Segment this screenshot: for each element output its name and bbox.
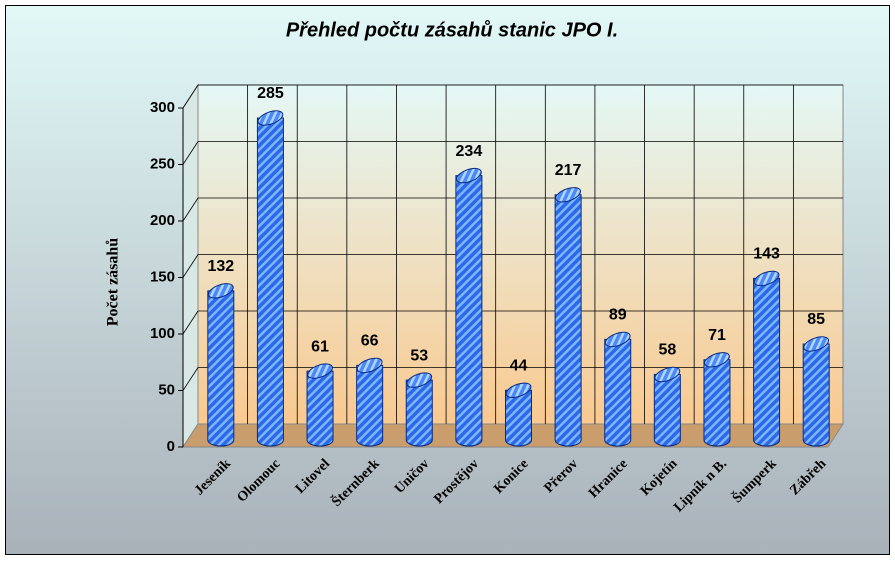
value-label: 285 [257, 85, 284, 102]
bar-top [654, 366, 681, 383]
bar [455, 175, 483, 447]
value-label: 53 [410, 347, 428, 364]
y-axis-label: Počet zásahů [105, 238, 122, 327]
value-label: 58 [658, 342, 676, 359]
grid-line-side [182, 367, 199, 391]
value-label: 61 [311, 338, 329, 355]
bar-top [505, 382, 532, 398]
bar [207, 290, 235, 447]
bar-top [604, 331, 631, 348]
grid-line-side [182, 84, 199, 109]
bar [405, 379, 433, 447]
value-label: 71 [708, 327, 726, 344]
value-label: 132 [207, 258, 234, 275]
bar [505, 389, 532, 447]
bar [256, 117, 284, 447]
bar-top [455, 167, 482, 184]
bar-top [704, 352, 730, 368]
bar-top [257, 110, 284, 126]
bar [802, 343, 830, 447]
value-label: 89 [609, 307, 627, 324]
bar-top [803, 336, 830, 352]
bar-top [753, 270, 780, 287]
y-tick-label: 0 [167, 438, 175, 455]
value-label: 66 [361, 333, 379, 350]
bar-top [406, 372, 433, 388]
bar [653, 373, 681, 447]
y-tick-label: 50 [158, 381, 175, 398]
grid-line-side [182, 310, 199, 335]
bar [703, 359, 731, 447]
bar [604, 338, 632, 447]
bar [306, 370, 334, 447]
y-tick-label: 150 [150, 268, 175, 285]
value-label: 217 [555, 162, 582, 179]
y-tick-label: 250 [150, 155, 175, 172]
bar-top [307, 363, 333, 379]
value-label: 85 [807, 311, 825, 328]
bar [356, 364, 384, 447]
value-label: 143 [753, 246, 780, 263]
grid-line-side [182, 254, 199, 278]
bar-top [207, 283, 234, 299]
bar-top [555, 187, 582, 203]
value-label: 234 [456, 143, 483, 160]
chart-title: Přehled počtu zásahů stanic JPO I. [286, 19, 618, 41]
grid-line-side [182, 197, 199, 222]
grid-line-side [182, 141, 199, 165]
bar [753, 277, 781, 447]
y-tick-label: 100 [150, 325, 175, 342]
y-tick-label: 200 [150, 212, 175, 229]
y-tick-label: 300 [150, 99, 175, 116]
value-label: 44 [510, 357, 528, 374]
bar-top [356, 357, 383, 374]
bar [554, 194, 582, 447]
